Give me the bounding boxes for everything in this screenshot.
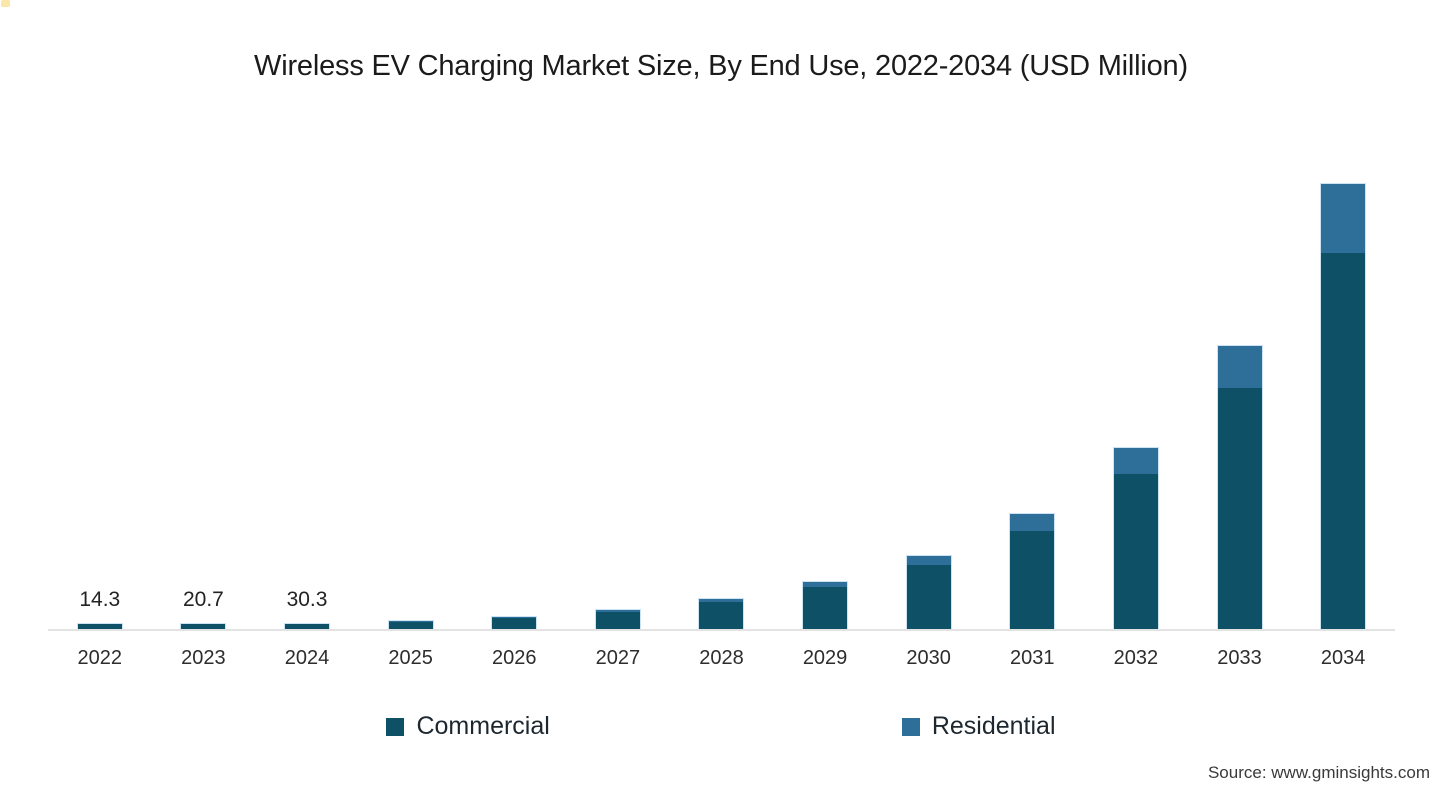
bar-segment-commercial-2025	[388, 622, 433, 629]
bar-stack-2032	[1113, 448, 1158, 629]
bar-segment-residential-2034	[1321, 183, 1366, 253]
bar-stack-2034	[1321, 183, 1366, 629]
legend-swatch-commercial	[386, 717, 405, 736]
x-axis-ticks: 2022 2023 2024 2025 2026 2027 2028 2029 2030 2031…	[48, 647, 1395, 670]
bar-segment-commercial-2032	[1113, 474, 1158, 629]
bar-stack-2026	[492, 616, 537, 629]
x-axis-line	[48, 629, 1395, 631]
bar-group-2026	[462, 129, 566, 629]
bar-segment-residential-2027	[595, 610, 640, 612]
bar-segment-residential-2032	[1113, 448, 1158, 475]
bar-segment-residential-2029	[803, 582, 848, 588]
bar-stack-2022	[77, 624, 122, 629]
corner-artifact	[1, 0, 10, 7]
bar-group-2023: 20.7	[152, 129, 256, 629]
bar-stack-2028	[699, 599, 744, 629]
x-tick-2022: 2022	[77, 647, 123, 669]
bar-group-2031	[980, 129, 1084, 629]
bar-stack-2031	[1010, 514, 1055, 629]
bar-group-2022: 14.3	[48, 129, 152, 629]
bar-stack-2029	[803, 582, 848, 629]
x-tick-2027: 2027	[595, 647, 641, 669]
bar-segment-commercial-2028	[699, 602, 744, 629]
legend-item-commercial: Commercial	[386, 712, 550, 741]
bar-group-2034	[1291, 129, 1395, 629]
bar-stack-2033	[1217, 345, 1262, 629]
bar-group-2030	[877, 129, 981, 629]
bar-segment-commercial-2027	[595, 611, 640, 629]
bar-segment-residential-2030	[906, 555, 951, 565]
bar-group-2032	[1084, 129, 1188, 629]
x-tick-2025: 2025	[388, 647, 433, 669]
bar-segment-commercial-2034	[1321, 252, 1366, 629]
bar-segment-commercial-2024	[285, 624, 330, 629]
bar-group-2028	[670, 129, 774, 629]
x-tick-2033: 2033	[1217, 647, 1262, 669]
bar-segment-commercial-2026	[492, 618, 537, 629]
bar-value-label-2024: 30.3	[286, 588, 328, 611]
bar-stack-2030	[906, 555, 951, 629]
bar-group-2025	[359, 129, 463, 629]
bar-segment-commercial-2030	[906, 564, 951, 629]
bar-group-2029	[773, 129, 877, 629]
bar-segment-commercial-2022	[77, 624, 122, 629]
x-tick-2028: 2028	[699, 647, 744, 669]
source-note: Source: www.gminsights.com	[1207, 763, 1430, 782]
bar-segment-residential-2026	[492, 616, 537, 619]
x-tick-2024: 2024	[284, 647, 330, 669]
bar-stack-2025	[388, 621, 433, 629]
legend-item-residential: Residential	[901, 712, 1056, 741]
legend-label-residential: Residential	[931, 712, 1056, 740]
bar-segment-commercial-2029	[803, 587, 848, 629]
x-tick-2030: 2030	[906, 647, 951, 669]
x-tick-2034: 2034	[1320, 647, 1366, 669]
bar-segment-residential-2033	[1217, 345, 1262, 388]
x-tick-2023: 2023	[181, 647, 226, 669]
bar-stack-2027	[595, 610, 640, 629]
bar-segment-residential-2025	[388, 621, 433, 622]
bar-segment-commercial-2031	[1010, 531, 1055, 629]
bar-stack-2024	[285, 624, 330, 629]
legend-swatch-residential	[901, 717, 920, 736]
x-tick-2029: 2029	[802, 647, 848, 669]
bar-group-2033	[1188, 129, 1292, 629]
bar-segment-residential-2028	[699, 599, 744, 603]
bar-value-label-2022: 14.3	[79, 588, 121, 611]
bar-group-2027	[566, 129, 670, 629]
bar-segment-residential-2031	[1010, 514, 1055, 532]
bar-value-label-2023: 20.7	[182, 588, 224, 611]
legend: Commercial Residential	[0, 712, 1442, 741]
bar-segment-commercial-2023	[181, 624, 226, 629]
x-tick-2032: 2032	[1113, 647, 1159, 669]
bar-group-2024: 30.3	[255, 129, 359, 629]
bar-stack-2023	[181, 624, 226, 629]
chart-title: Wireless EV Charging Market Size, By End…	[254, 50, 1188, 82]
x-tick-2031: 2031	[1010, 647, 1055, 669]
bars-row: 14.3 20.7 30.3	[48, 129, 1395, 629]
bar-segment-commercial-2033	[1217, 387, 1262, 629]
legend-label-commercial: Commercial	[416, 712, 550, 740]
x-tick-2026: 2026	[491, 647, 537, 669]
